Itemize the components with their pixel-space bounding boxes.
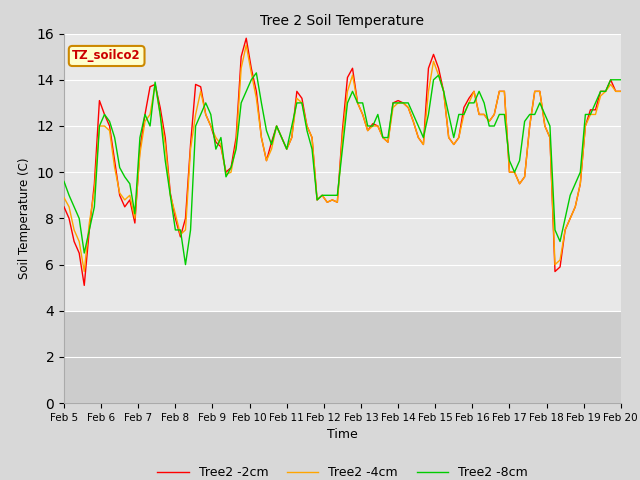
Line: Tree2 -2cm: Tree2 -2cm [64, 38, 621, 286]
Y-axis label: Soil Temperature (C): Soil Temperature (C) [18, 157, 31, 279]
Tree2 -8cm [253, 70, 260, 76]
Tree2 -2cm [207, 123, 214, 129]
Tree2 -8cm [192, 123, 200, 129]
Tree2 -2cm [328, 197, 336, 203]
Tree2 -4cm [328, 197, 336, 203]
Bar [64, 311, 621, 403]
Tree2 -8cm [607, 77, 614, 83]
Tree2 -4cm [243, 42, 250, 48]
Tree2 -4cm [192, 111, 200, 117]
Tree2 -2cm [607, 77, 614, 83]
Tree2 -8cm [207, 111, 214, 117]
Tree2 -2cm [243, 36, 250, 41]
Legend: Tree2 -2cm, Tree2 -4cm, Tree2 -8cm: Tree2 -2cm, Tree2 -4cm, Tree2 -8cm [152, 461, 532, 480]
Tree2 -2cm [278, 135, 285, 141]
Tree2 -8cm [60, 179, 68, 184]
Title: Tree 2 Soil Temperature: Tree 2 Soil Temperature [260, 14, 424, 28]
Tree2 -8cm [617, 77, 625, 83]
Tree2 -4cm [81, 269, 88, 275]
Tree2 -8cm [394, 100, 402, 106]
Tree2 -4cm [394, 100, 402, 106]
Line: Tree2 -8cm: Tree2 -8cm [64, 73, 621, 264]
Tree2 -2cm [60, 204, 68, 210]
Tree2 -8cm [328, 192, 336, 198]
Tree2 -2cm [192, 82, 200, 87]
Line: Tree2 -4cm: Tree2 -4cm [64, 45, 621, 272]
Tree2 -4cm [60, 195, 68, 201]
Tree2 -2cm [617, 88, 625, 94]
Text: TZ_soilco2: TZ_soilco2 [72, 49, 141, 62]
Tree2 -4cm [207, 123, 214, 129]
X-axis label: Time: Time [327, 429, 358, 442]
Tree2 -2cm [81, 283, 88, 288]
Tree2 -2cm [394, 98, 402, 104]
Tree2 -4cm [278, 135, 285, 141]
Tree2 -4cm [617, 88, 625, 94]
Tree2 -4cm [607, 82, 614, 87]
Tree2 -8cm [278, 135, 285, 141]
Tree2 -8cm [182, 262, 189, 267]
